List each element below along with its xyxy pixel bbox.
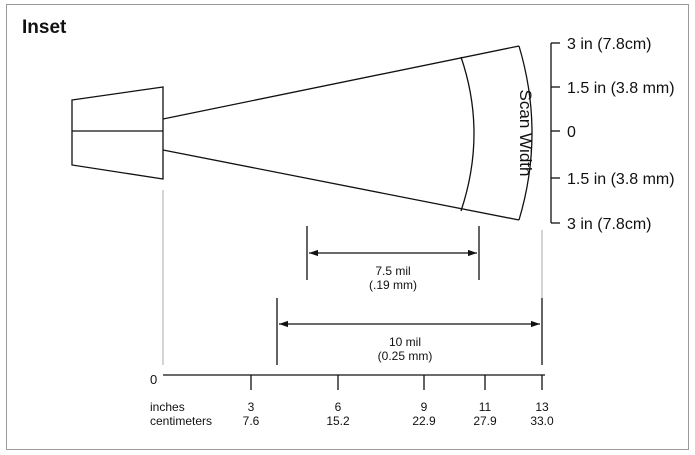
scan-width-tick-label: 1.5 in (3.8 mm) [567,171,675,188]
range-guides [162,190,543,365]
distance-origin-label: 0 [150,372,157,387]
range-7-5-mil: 7.5 mil (.19 mm) [306,226,480,292]
scan-width-tick-label: 1.5 in (3.8 mm) [567,80,675,97]
range-7-5-mil-label: 7.5 mil [375,264,410,278]
scan-width-tick-label: 0 [567,124,576,141]
range-10-mil-metric: (0.25 mm) [378,349,433,363]
unit-inches-label: inches [150,400,185,414]
scan-field [162,45,533,221]
scan-width-scale: 3 in (7.8cm) 1.5 in (3.8 mm) 0 1.5 in (3… [550,36,675,233]
tick-label-centimeters: 27.9 [473,414,497,428]
range-10-mil: 10 mil (0.25 mm) [276,298,543,365]
figure-title: Inset [22,17,67,38]
scan-width-label: Scan Width [516,90,535,177]
tick-label-centimeters: 7.6 [243,414,260,428]
scan-width-tick-label: 3 in (7.8cm) [567,36,651,53]
tick-label-inches: 13 [535,400,549,414]
tick-label-centimeters: 15.2 [326,414,350,428]
scanner-head [71,86,164,180]
scan-width-tick-label: 3 in (7.8cm) [567,216,651,233]
distance-axis: 0 inches centimeters 3 7.6 6 15.2 9 22.9… [150,372,554,428]
tick-label-inches: 9 [421,400,428,414]
tick-label-centimeters: 22.9 [412,414,436,428]
tick-label-inches: 6 [335,400,342,414]
unit-centimeters-label: centimeters [150,414,212,428]
figure-frame [6,4,689,450]
tick-label-centimeters: 33.0 [530,414,554,428]
tick-label-inches: 11 [479,400,492,414]
range-7-5-mil-metric: (.19 mm) [369,278,417,292]
range-10-mil-label: 10 mil [389,335,421,349]
tick-label-inches: 3 [248,400,255,414]
